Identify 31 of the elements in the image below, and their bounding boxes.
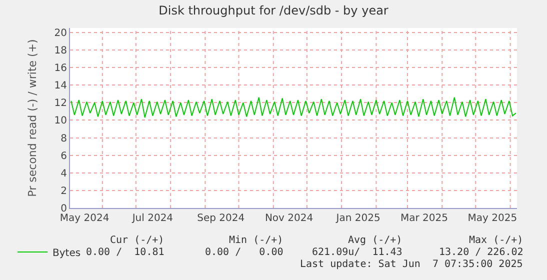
- y-tick-label: 10: [54, 116, 67, 127]
- y-tick-label: 14: [54, 80, 67, 92]
- text: 621.09u/ 11.43: [312, 247, 402, 258]
- y-tick-label: 2: [60, 186, 67, 197]
- text: 0.00 / 10.81: [86, 247, 164, 258]
- y-tick-label: 18: [54, 45, 67, 56]
- x-tick-label: Mar 2025: [400, 213, 448, 224]
- x-tick-label: Jan 2025: [335, 213, 380, 224]
- y-tick-label: 12: [54, 98, 67, 110]
- x-tick-label: Nov 2024: [264, 213, 314, 224]
- y-tick-label: 0: [60, 204, 67, 214]
- x-tick-label: May 2025: [468, 213, 518, 224]
- x-tick-label: May 2024: [60, 213, 110, 224]
- y-tick-label: 8: [60, 133, 67, 144]
- y-tick-label: 16: [54, 63, 67, 74]
- x-tick-label: Jul 2024: [131, 213, 174, 224]
- text: Last update: Sat Jun 7 07:35:00 2025: [300, 259, 523, 270]
- text: Max (-/+): [469, 235, 524, 246]
- text: 0.00 / 0.00: [205, 247, 284, 258]
- y-tick-label: 6: [60, 150, 67, 162]
- text: 13.20 / 226.02: [439, 247, 524, 258]
- y-axis-title: Pr second read (-) / write (+): [26, 39, 39, 197]
- x-tick-label: Sep 2024: [197, 213, 245, 224]
- legend-label: Bytes: [52, 248, 81, 259]
- text: Avg (-/+): [348, 235, 402, 246]
- y-tick-label: 20: [54, 28, 67, 39]
- chart-title: Disk throughput for /dev/sdb - by year: [158, 3, 388, 18]
- text: Cur (-/+): [110, 235, 164, 246]
- line-series: [70, 96, 516, 118]
- text: Min (-/+): [229, 235, 284, 246]
- y-tick-label: 4: [60, 168, 67, 180]
